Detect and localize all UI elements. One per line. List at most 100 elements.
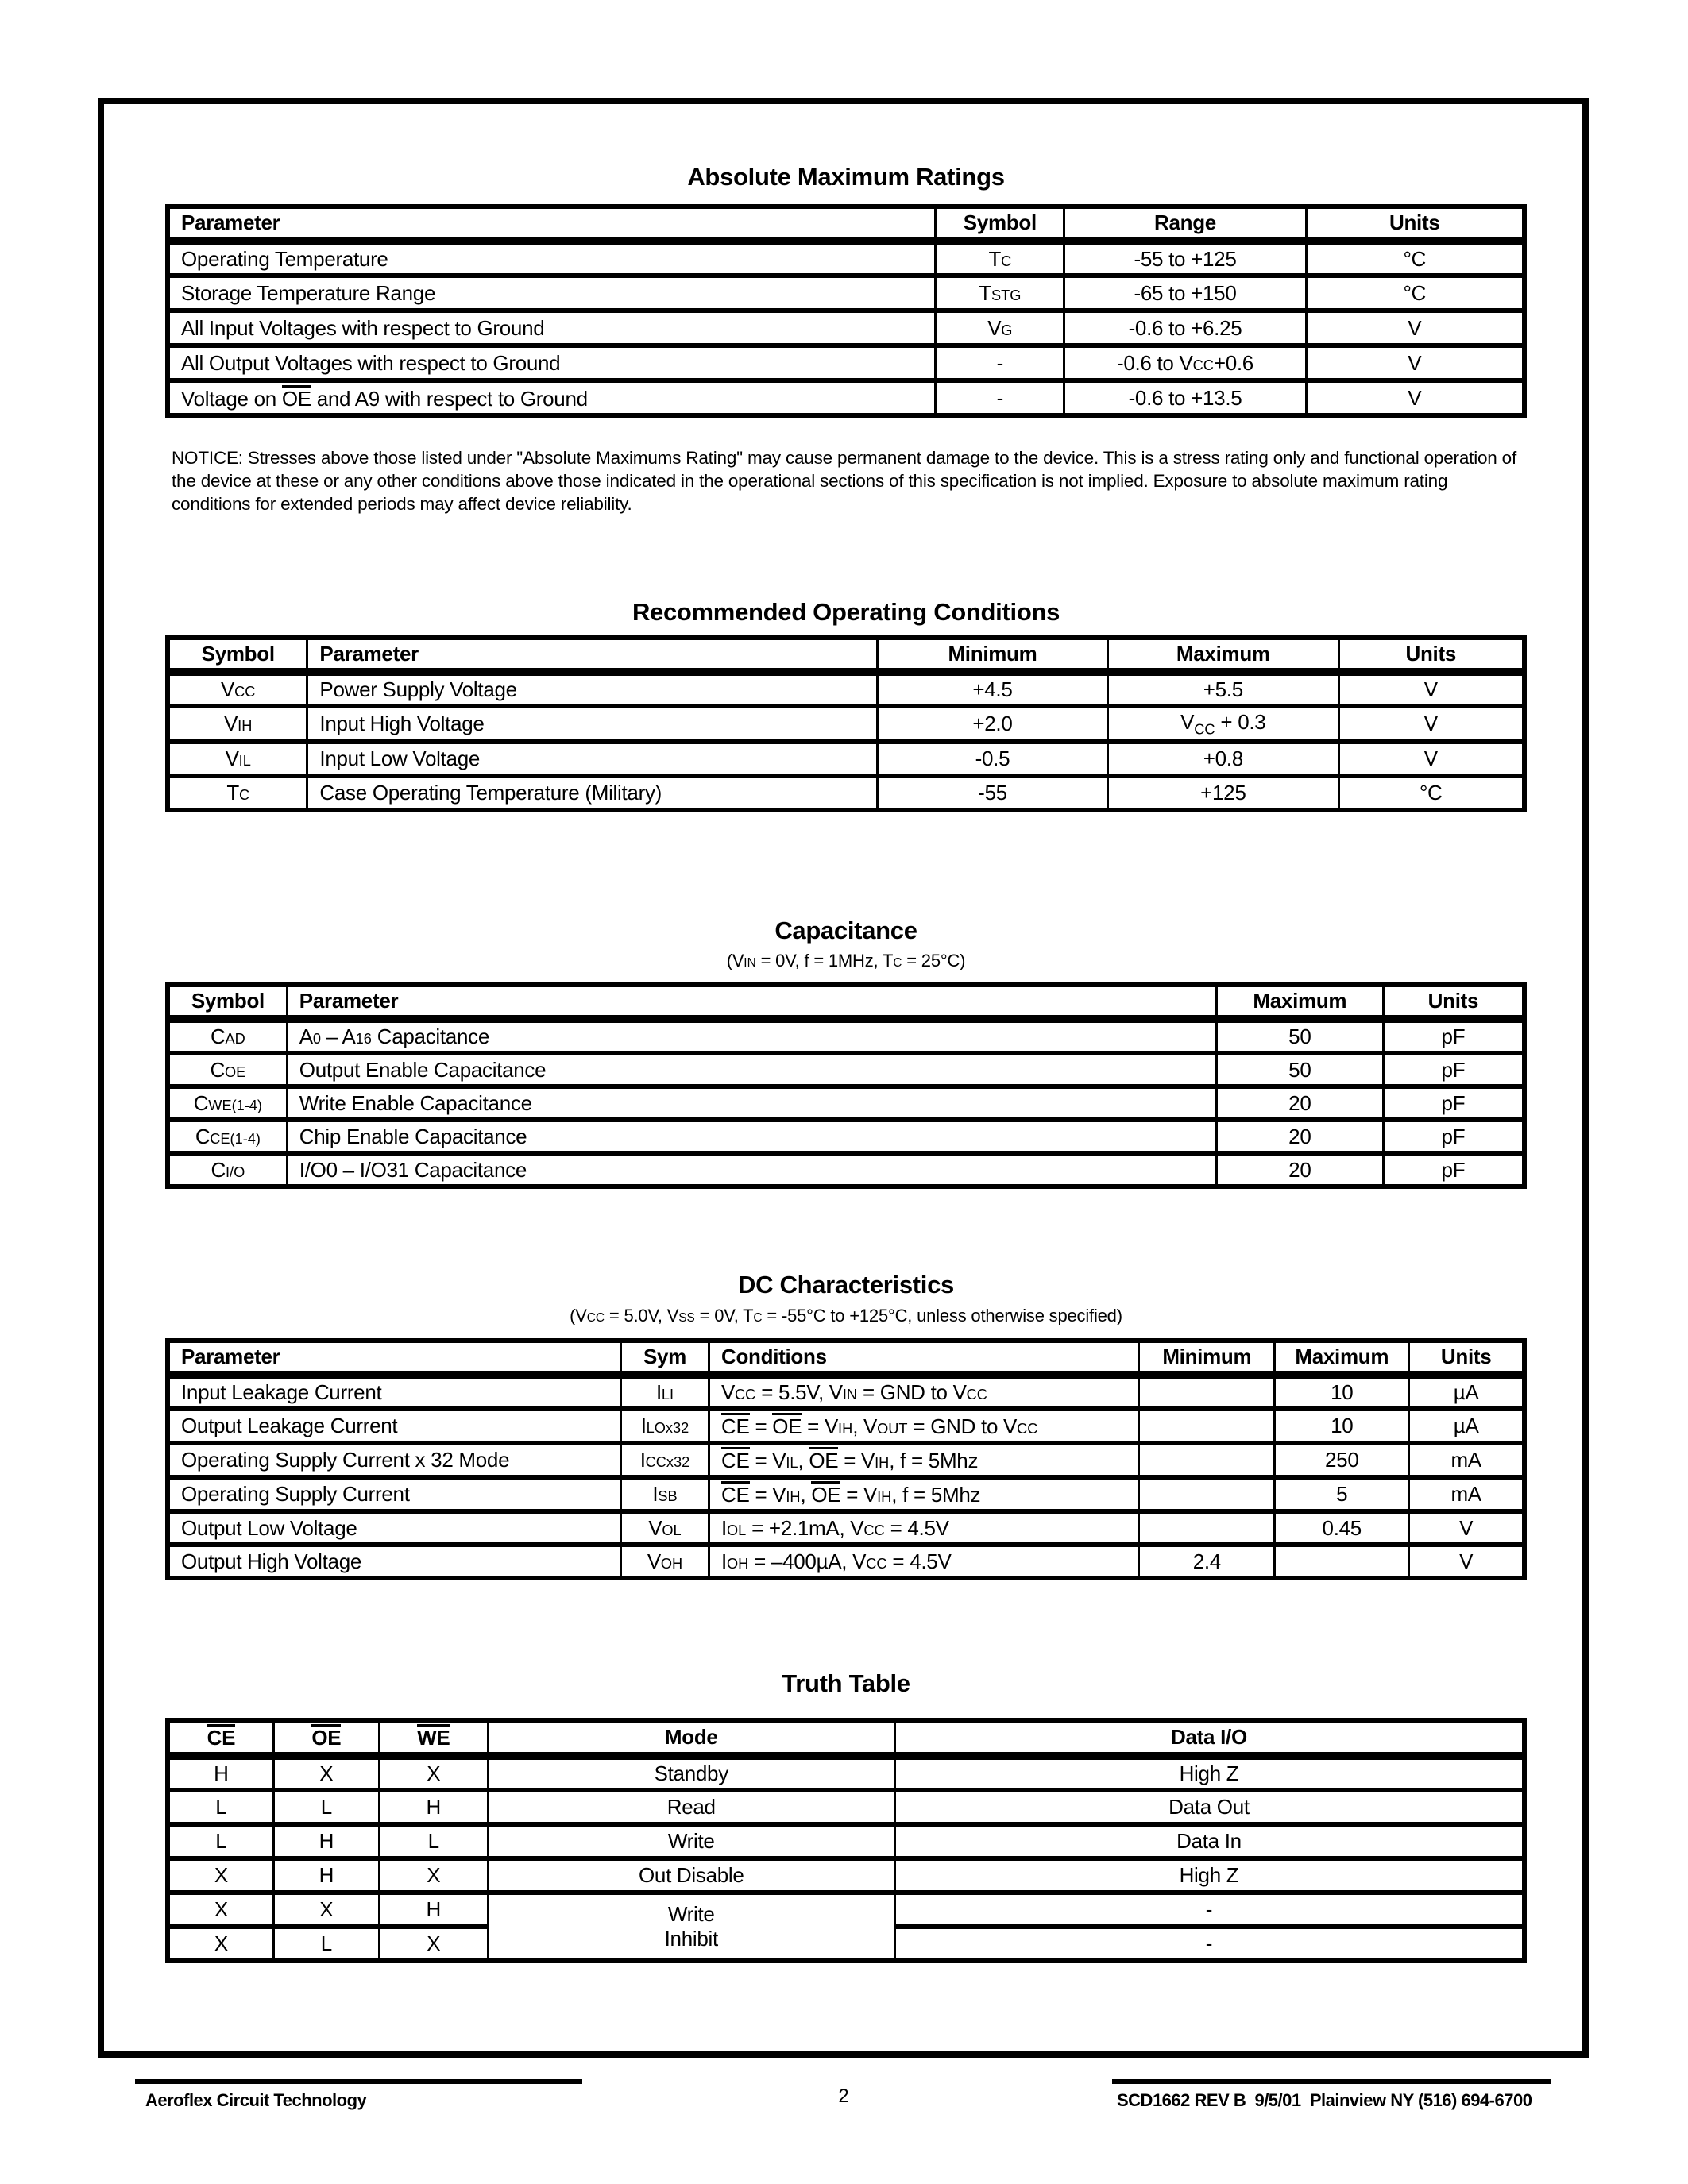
cell: High Z <box>893 1856 1526 1895</box>
overbar-signal: OE <box>772 1414 802 1438</box>
cap-table: Symbol Parameter Maximum Units CAD A0 – A16 C… <box>165 982 1527 1189</box>
table-row: CI/O I/O0 – I/O31 Capacitance 20 pF <box>166 1151 1526 1189</box>
table-row: Output Low Voltage VOL IOL = +2.1mA, VCC =… <box>166 1509 1526 1547</box>
cell: H <box>166 1754 275 1792</box>
cell: 10 <box>1273 1372 1411 1411</box>
cell <box>1138 1406 1277 1445</box>
section-title-truth-table: Truth Table <box>782 1669 910 1697</box>
cell: ILI <box>619 1372 711 1411</box>
cell: Write <box>486 1822 896 1861</box>
cell: V <box>1408 1542 1526 1580</box>
cell: A0 – A16 Capacitance <box>285 1017 1218 1055</box>
column-header: Units <box>1381 982 1526 1023</box>
table-row: Output Leakage Current ILOx32 CE = OE = VI… <box>166 1406 1526 1445</box>
column-header: OE <box>272 1718 380 1760</box>
small-caps: OH <box>726 1555 749 1572</box>
cell: +4.5 <box>875 669 1110 708</box>
table-row: CWE(1-4) Write Enable Capacitance 20 pF <box>166 1084 1526 1122</box>
cell: 250 <box>1273 1441 1411 1480</box>
cell: All Output Voltages with respect to Grou… <box>166 343 937 383</box>
cell: VCC <box>166 669 309 708</box>
cell: Power Supply Voltage <box>306 669 879 708</box>
small-caps: OUT <box>877 1421 908 1437</box>
column-header: CE <box>166 1718 275 1760</box>
small-caps: C <box>238 787 250 804</box>
footer-document-id: SCD1662 REV B 9/5/01 Plainview NY (516) … <box>1117 2090 1532 2110</box>
column-header: Maximum <box>1215 982 1385 1023</box>
cell: °C <box>1337 774 1526 813</box>
small-caps: G <box>1001 322 1013 338</box>
cell: Operating Supply Current <box>166 1475 622 1514</box>
header-row: Symbol Parameter Maximum Units <box>166 982 1526 1023</box>
cell: X <box>166 1924 275 1963</box>
cell: VOH <box>619 1542 711 1580</box>
cell: Read <box>486 1788 896 1827</box>
column-header: Parameter <box>285 982 1218 1023</box>
cell: Output Low Voltage <box>166 1509 622 1547</box>
column-header: Symbol <box>934 204 1066 245</box>
small-caps: OE <box>225 1063 246 1080</box>
section-title-dc-characteristics: DC Characteristics <box>738 1271 954 1298</box>
column-header: Data I/O <box>893 1718 1526 1760</box>
cell: Input High Voltage <box>306 703 879 745</box>
header-row: Parameter Sym Conditions Minimum Maximum Unit… <box>166 1338 1526 1379</box>
cell: IOH = –400µA, VCC = 4.5V <box>707 1542 1141 1580</box>
truth-table-grid: CE OE WE Mode Data I/O H X X Standby High Z L L H Rea… <box>165 1718 1527 1963</box>
cell: H <box>272 1856 380 1895</box>
cell: CE = VIL, OE = VIH, f = 5Mhz <box>707 1441 1141 1480</box>
cell: IOL = +2.1mA, VCC = 4.5V <box>707 1509 1141 1547</box>
footer-company-name: Aeroflex Circuit Technology <box>145 2090 367 2110</box>
section-title-capacitance: Capacitance <box>774 916 917 944</box>
cell: Input Low Voltage <box>306 739 879 779</box>
cell: V <box>1337 703 1526 745</box>
cell: X <box>377 1856 489 1895</box>
cell: +125 <box>1107 774 1340 813</box>
cell: 20 <box>1215 1151 1385 1189</box>
dc-conditions-subtitle: (VCC = 5.0V, VSS = 0V, TC = -55°C to +12… <box>570 1306 1122 1325</box>
cell: X <box>377 1754 489 1792</box>
table-row: TC Case Operating Temperature (Military) -… <box>166 774 1526 813</box>
column-header: Maximum <box>1273 1338 1411 1379</box>
column-header: WE <box>377 1718 489 1760</box>
footer-left-rule <box>135 2079 582 2084</box>
cell: X <box>272 1890 380 1929</box>
cell: VCC = 5.5V, VIN = GND to VCC <box>707 1372 1141 1411</box>
cell: Voltage on OE and A9 with respect to Gro… <box>166 378 937 418</box>
column-header: Minimum <box>1138 1338 1277 1379</box>
cell: mA <box>1408 1441 1526 1480</box>
overbar-signal: CE <box>207 1725 236 1750</box>
overbar-signal: CE <box>721 1414 750 1438</box>
table-row: L H L Write Data In <box>166 1822 1526 1861</box>
cell: TC <box>166 774 309 813</box>
small-caps: CC <box>863 1522 885 1538</box>
cell <box>1138 1475 1277 1514</box>
small-caps: 16 <box>355 1031 372 1047</box>
table-row: H X X Standby High Z <box>166 1754 1526 1792</box>
table-row: Input Leakage Current ILI VCC = 5.5V, VIN … <box>166 1372 1526 1411</box>
cell: H <box>377 1890 489 1929</box>
table-row: X H X Out Disable High Z <box>166 1856 1526 1895</box>
cell: Write Enable Capacitance <box>285 1084 1218 1122</box>
small-caps: OL <box>726 1522 747 1538</box>
cell: Operating Temperature <box>166 238 937 278</box>
small-caps: 0 <box>312 1031 321 1047</box>
cell: pF <box>1381 1051 1526 1089</box>
small-caps: OL <box>662 1522 682 1538</box>
cell: -65 to +150 <box>1063 273 1308 313</box>
table-row: CCE(1-4) Chip Enable Capacitance 20 pF <box>166 1117 1526 1156</box>
cell: 0.45 <box>1273 1509 1411 1547</box>
table-row: Operating Supply Current ISB CE = VIH, OE … <box>166 1475 1526 1514</box>
cell: °C <box>1304 273 1526 313</box>
cell: -0.5 <box>875 739 1110 779</box>
header-row: CE OE WE Mode Data I/O <box>166 1718 1526 1760</box>
cell: Standby <box>486 1754 896 1792</box>
table-row: COE Output Enable Capacitance 50 pF <box>166 1051 1526 1089</box>
column-header: Units <box>1408 1338 1526 1379</box>
small-caps: CC <box>866 1555 887 1572</box>
cell: +0.8 <box>1107 739 1340 779</box>
cell: X <box>166 1890 275 1929</box>
table-row: VIH Input High Voltage +2.0 VCC + 0.3 V <box>166 703 1526 745</box>
small-caps: C <box>1001 253 1012 269</box>
table-row: All Input Voltages with respect to Groun… <box>166 308 1526 348</box>
